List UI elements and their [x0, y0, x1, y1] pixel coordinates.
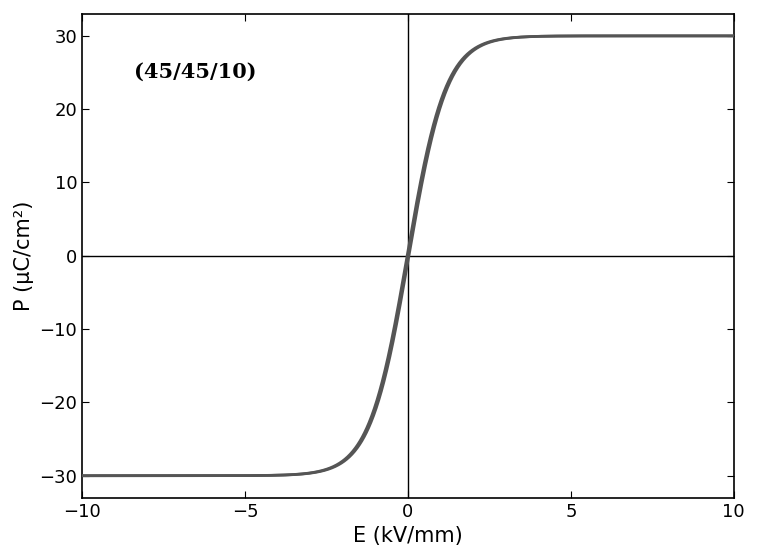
Text: (45/45/10): (45/45/10)	[134, 62, 257, 82]
Y-axis label: P (μC/cm²): P (μC/cm²)	[14, 200, 34, 311]
X-axis label: E (kV/mm): E (kV/mm)	[353, 526, 463, 546]
